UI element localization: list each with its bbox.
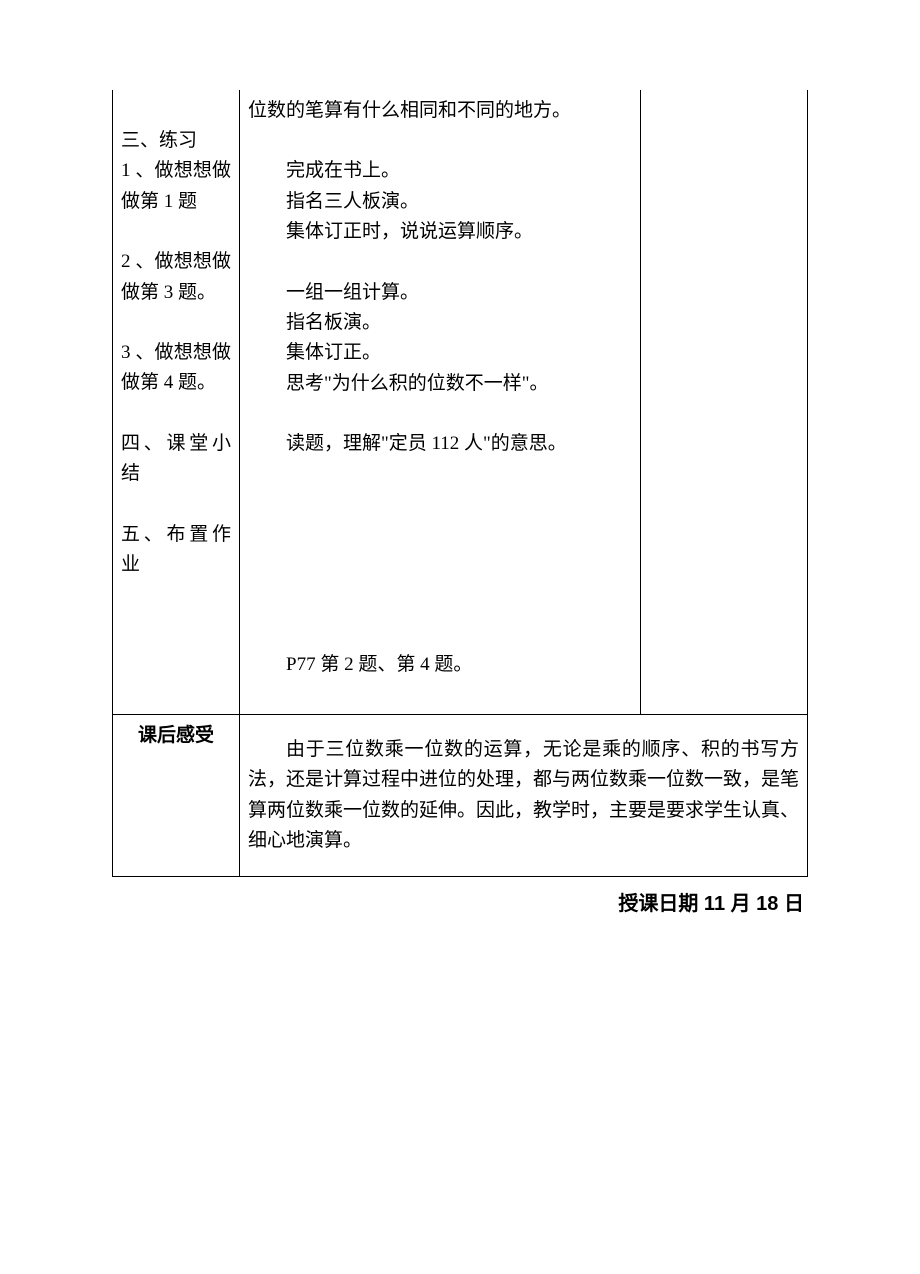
practice1-line2: 指名三人板演。	[248, 187, 632, 217]
teaching-date: 授课日期 11 月 18 日	[112, 887, 808, 916]
reflection-label: 课后感受	[113, 714, 240, 877]
practice2-line3: 集体订正。	[248, 338, 632, 368]
practice2-line1: 一组一组计算。	[248, 278, 632, 308]
lesson-table: 三、练习 1 、做想想做做第 1 题 2 、做想想做做第 3 题。 3 、做想想…	[112, 90, 808, 877]
notes-column	[641, 90, 808, 714]
section-3-title: 三、练习	[121, 126, 231, 156]
section-3-item-2: 2 、做想想做做第 3 题。	[121, 247, 231, 308]
activity-column: 位数的笔算有什么相同和不同的地方。 完成在书上。 指名三人板演。 集体订正时，说…	[240, 90, 641, 714]
lead-line: 位数的笔算有什么相同和不同的地方。	[248, 96, 632, 126]
section-4-title: 四、课堂小结	[121, 429, 231, 490]
practice2-line4: 思考"为什么积的位数不一样"。	[248, 369, 632, 399]
section-5-title: 五、布置作业	[121, 520, 231, 581]
practice3-line1: 读题，理解"定员 112 人"的意思。	[248, 429, 632, 459]
section-3-item-3: 3 、做想想做做第 4 题。	[121, 338, 231, 399]
homework-line: P77 第 2 题、第 4 题。	[248, 650, 632, 680]
reflection-text: 由于三位数乘一位数的运算，无论是乘的顺序、积的书写方法，还是计算过程中进位的处理…	[248, 735, 799, 857]
reflection-cell: 由于三位数乘一位数的运算，无论是乘的顺序、积的书写方法，还是计算过程中进位的处理…	[240, 714, 808, 877]
outline-column: 三、练习 1 、做想想做做第 1 题 2 、做想想做做第 3 题。 3 、做想想…	[113, 90, 240, 714]
practice2-line2: 指名板演。	[248, 308, 632, 338]
practice1-line3: 集体订正时，说说运算顺序。	[248, 217, 632, 247]
content-row: 三、练习 1 、做想想做做第 1 题 2 、做想想做做第 3 题。 3 、做想想…	[113, 90, 808, 714]
lesson-plan-page: 三、练习 1 、做想想做做第 1 题 2 、做想想做做第 3 题。 3 、做想想…	[0, 0, 920, 1274]
practice1-line1: 完成在书上。	[248, 156, 632, 186]
reflection-row: 课后感受 由于三位数乘一位数的运算，无论是乘的顺序、积的书写方法，还是计算过程中…	[113, 714, 808, 877]
section-3-item-1: 1 、做想想做做第 1 题	[121, 156, 231, 217]
